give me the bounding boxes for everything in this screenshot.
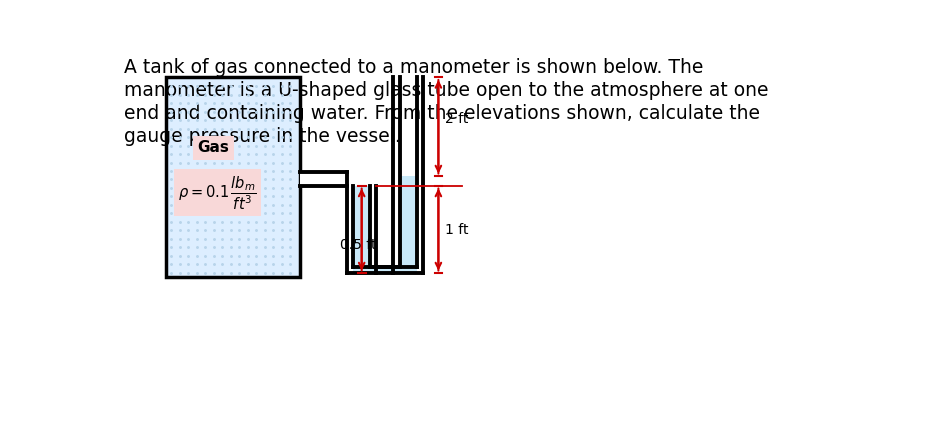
Bar bbox=[400, 176, 416, 273]
Text: end and containing water. From the elevations shown, calculate the: end and containing water. From the eleva… bbox=[123, 104, 759, 123]
Text: $\rho = 0.1\,\dfrac{lb_m}{ft^3}$: $\rho = 0.1\,\dfrac{lb_m}{ft^3}$ bbox=[178, 173, 257, 212]
Text: 0.5 ft: 0.5 ft bbox=[339, 238, 376, 252]
Text: A tank of gas connected to a manometer is shown below. The: A tank of gas connected to a manometer i… bbox=[123, 58, 703, 77]
Text: Gas: Gas bbox=[197, 140, 229, 156]
Text: 2 ft: 2 ft bbox=[444, 112, 467, 126]
Text: 1 ft: 1 ft bbox=[444, 223, 467, 237]
Bar bbox=[353, 186, 370, 267]
Text: manometer is a U-shaped glass tube open to the atmosphere at one: manometer is a U-shaped glass tube open … bbox=[123, 81, 768, 100]
Bar bbox=[166, 77, 300, 277]
Bar bbox=[353, 266, 416, 273]
Text: gauge pressure in the vessel.: gauge pressure in the vessel. bbox=[123, 127, 400, 146]
Bar bbox=[300, 172, 347, 186]
